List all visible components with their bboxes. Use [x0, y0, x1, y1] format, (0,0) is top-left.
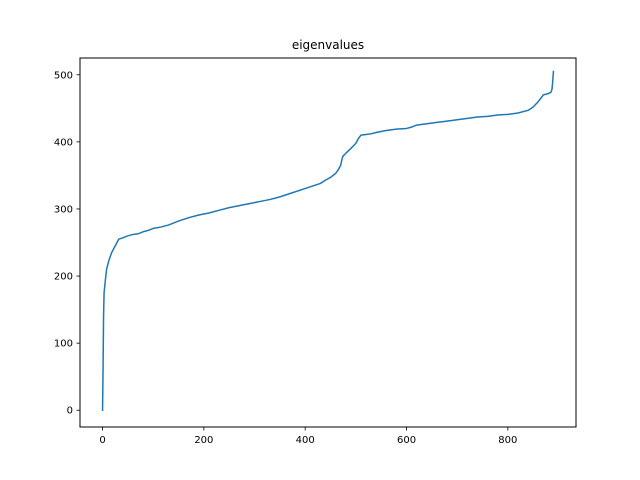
x-tick-label: 800: [498, 435, 517, 446]
y-tick-label: 400: [54, 137, 73, 148]
y-tick-label: 500: [54, 70, 73, 81]
x-tick-label: 200: [194, 435, 213, 446]
y-axis: 0 100 200 300 400 500: [54, 70, 80, 417]
plot-layer: [101, 70, 555, 411]
x-tick-label: 600: [397, 435, 416, 446]
y-tick-label: 200: [54, 272, 73, 283]
chart-title: eigenvalues: [292, 38, 364, 52]
x-tick-label: 0: [99, 435, 105, 446]
x-tick-label: 400: [296, 435, 315, 446]
y-tick-label: 100: [54, 339, 73, 350]
y-tick-label: 300: [54, 204, 73, 215]
series-line-eigenvalues: [101, 70, 555, 411]
x-axis: 0 200 400 600 800: [99, 427, 517, 446]
axes-frame: [79, 57, 577, 428]
y-tick-label: 0: [67, 406, 73, 417]
